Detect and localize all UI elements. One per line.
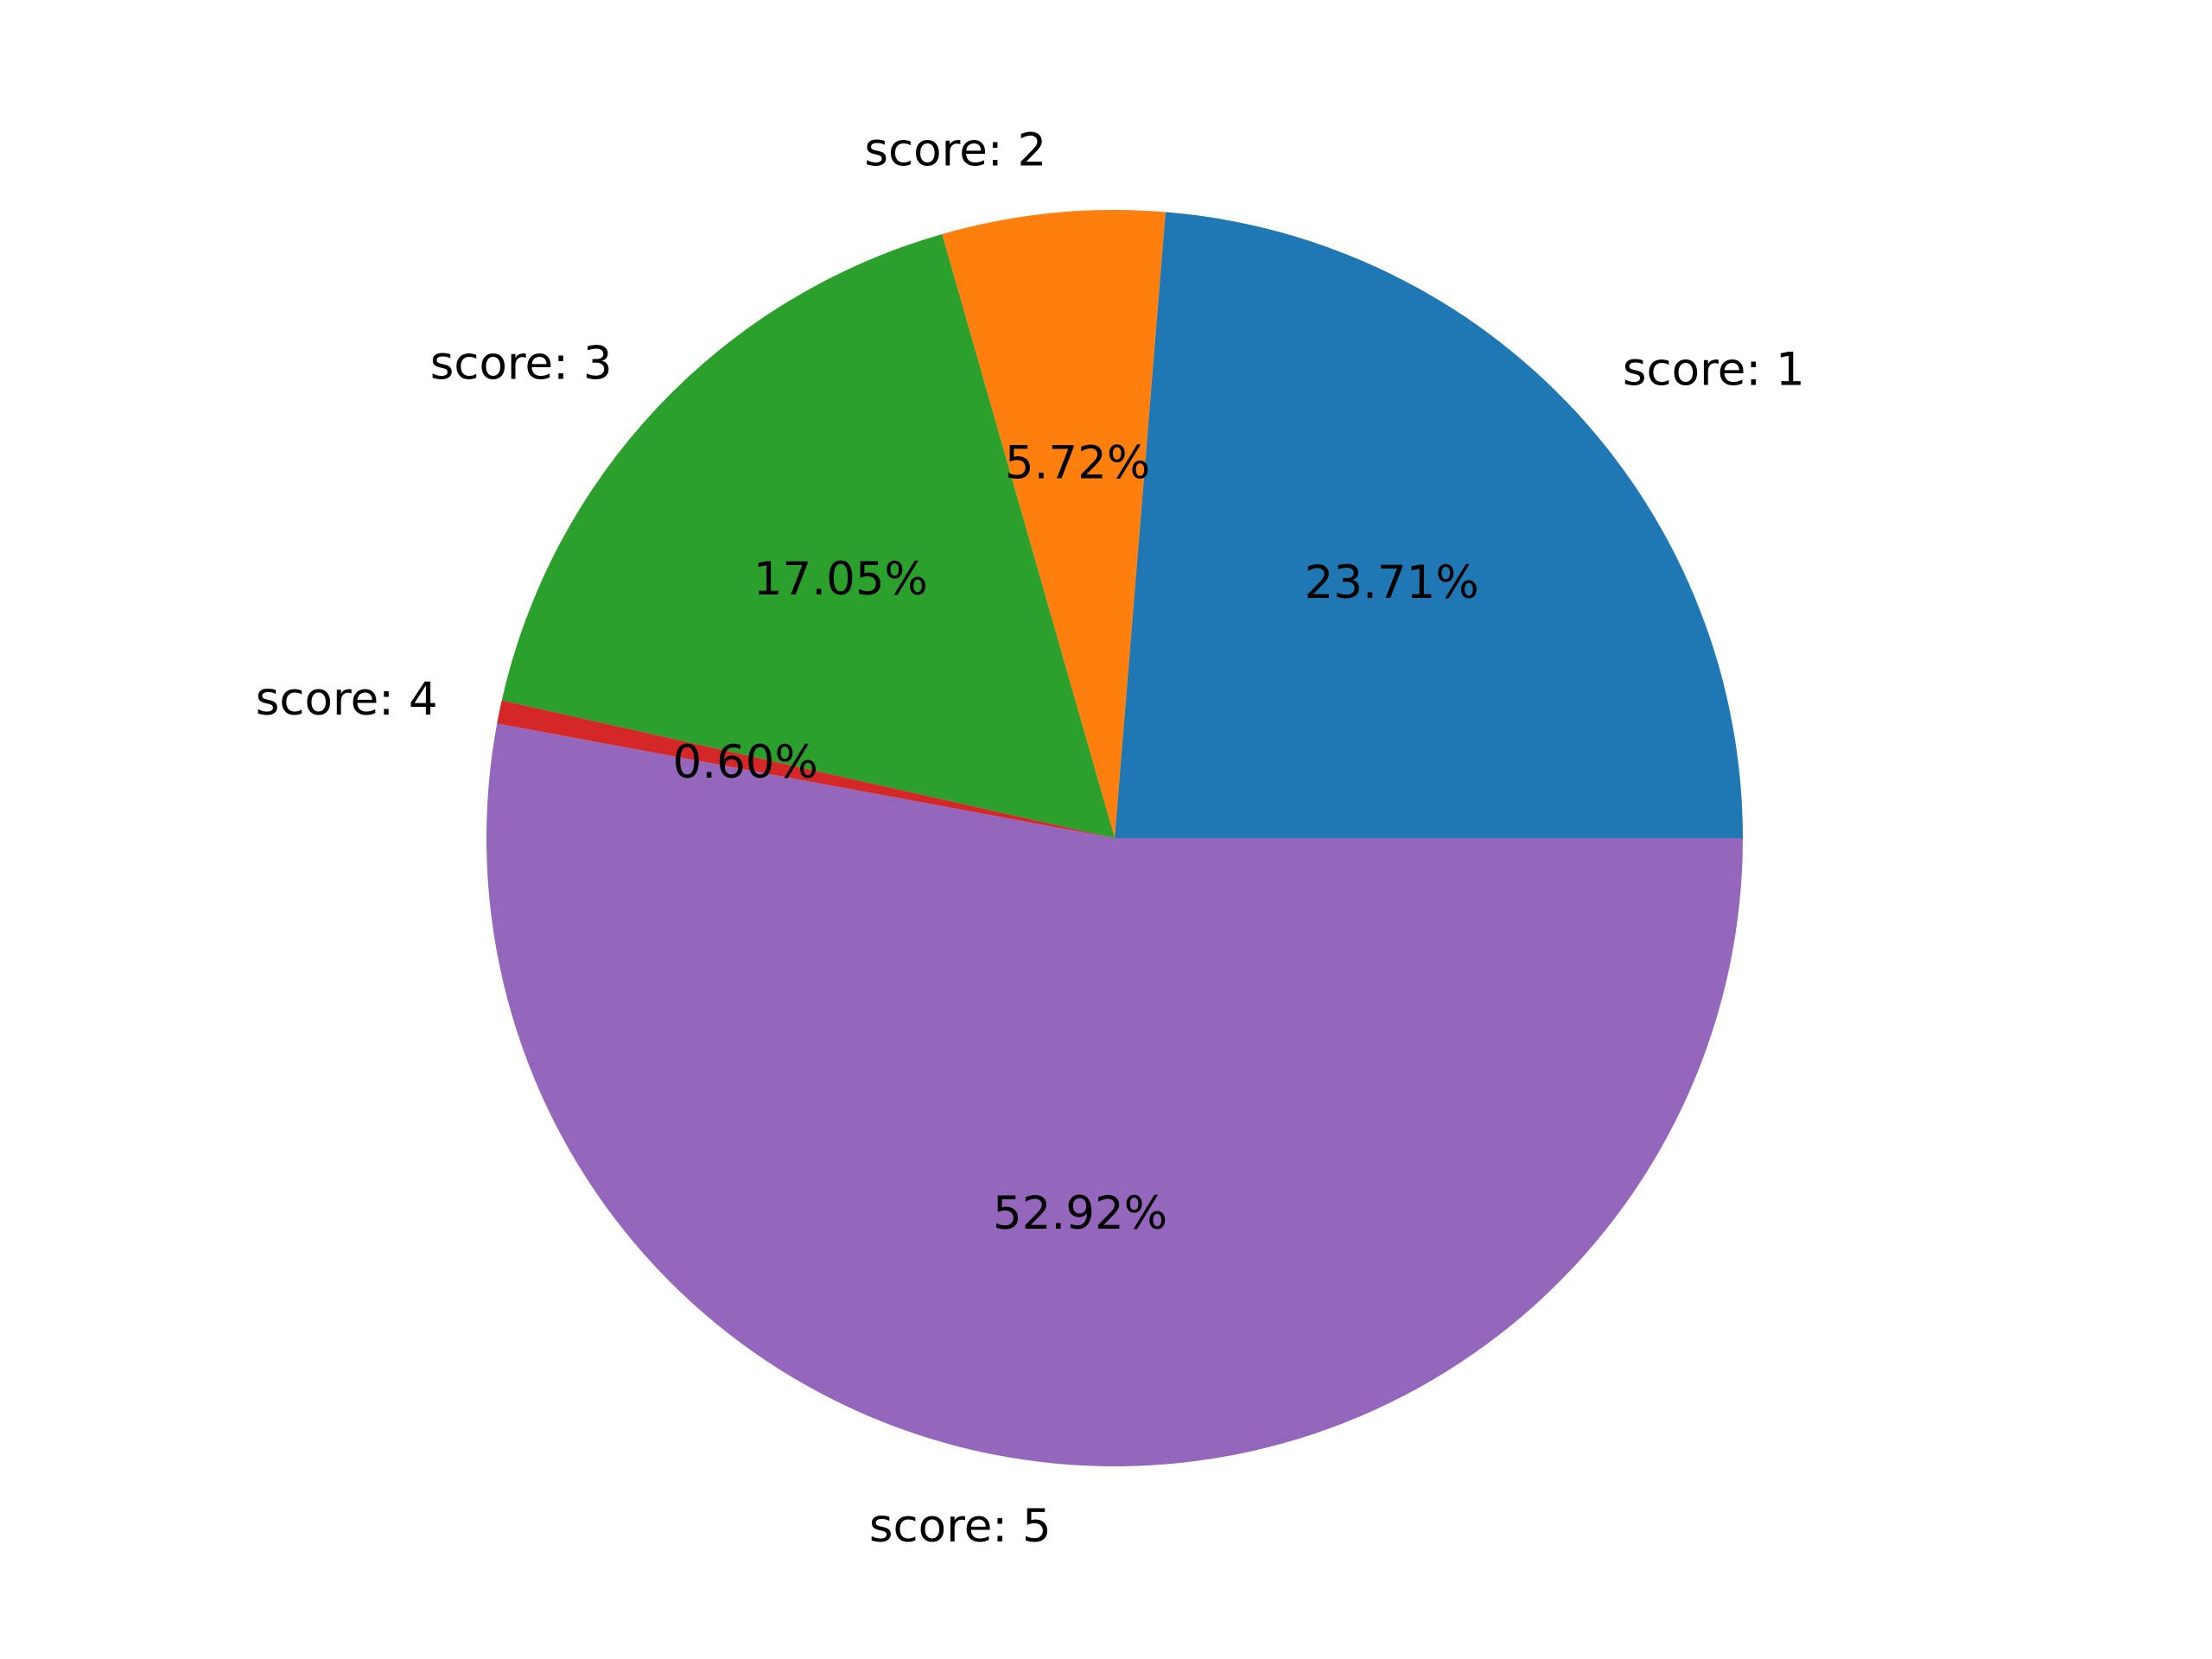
slice-percent-5: 52.92% <box>993 1187 1167 1240</box>
pie-labels: score: 1 23.71% score: 2 5.72% score: 3 17.05… <box>256 124 1805 1553</box>
slice-label-2: score: 2 <box>864 124 1046 177</box>
slice-label-4: score: 4 <box>256 673 438 726</box>
slice-percent-2: 5.72% <box>1005 436 1150 489</box>
slice-label-3: score: 3 <box>430 337 613 390</box>
slice-percent-1: 23.71% <box>1305 556 1479 609</box>
pie-slices <box>486 210 1743 1467</box>
slice-label-1: score: 1 <box>1623 343 1805 396</box>
pie-slice-2 <box>942 210 1166 838</box>
slice-percent-3: 17.05% <box>753 553 928 606</box>
pie-slice-5 <box>486 723 1743 1467</box>
slice-percent-4: 0.60% <box>673 736 818 789</box>
pie-slice-1 <box>1115 212 1743 839</box>
slice-label-5: score: 5 <box>869 1500 1052 1553</box>
pie-slice-3 <box>501 233 1115 838</box>
pie-slice-4 <box>497 700 1115 838</box>
